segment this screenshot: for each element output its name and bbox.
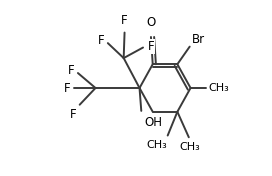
Text: Br: Br	[192, 33, 205, 46]
Text: F: F	[70, 108, 76, 121]
Text: O: O	[146, 16, 156, 29]
Text: F: F	[68, 64, 75, 77]
Text: OH: OH	[145, 116, 163, 129]
Text: F: F	[121, 14, 128, 27]
Text: F: F	[98, 34, 104, 47]
Text: CH₃: CH₃	[146, 140, 167, 150]
Text: CH₃: CH₃	[179, 142, 200, 152]
Text: CH₃: CH₃	[208, 83, 229, 93]
Text: F: F	[147, 40, 154, 53]
Text: F: F	[64, 81, 71, 95]
